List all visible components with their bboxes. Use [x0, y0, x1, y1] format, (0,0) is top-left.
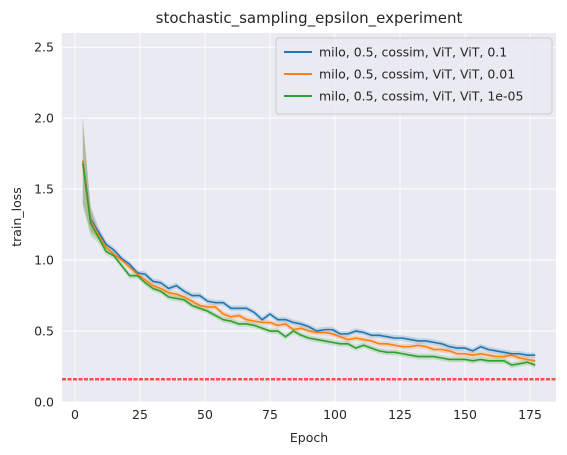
x-tick-label: 150	[453, 407, 477, 422]
series-lines	[82, 160, 536, 366]
legend-box	[275, 37, 553, 115]
legend-label: milo, 0.5, cossim, ViT, ViT, 0.01	[319, 67, 515, 82]
x-tick-label: 125	[388, 407, 412, 422]
x-tick-label: 75	[262, 407, 278, 422]
x-axis-label: Epoch	[290, 430, 328, 445]
x-tick-label: 50	[197, 407, 213, 422]
y-axis-label: train_loss	[9, 187, 24, 247]
x-tick-label: 175	[518, 407, 542, 422]
x-tick-labels: 0 25 50 75 100 125 150 175	[71, 407, 542, 422]
y-tick-label: 0.0	[34, 395, 54, 410]
series-line	[82, 160, 536, 356]
legend: milo, 0.5, cossim, ViT, ViT, 0.1 milo, 0.…	[275, 37, 553, 115]
x-tick-label: 100	[323, 407, 347, 422]
x-tick-label: 25	[132, 407, 148, 422]
y-tick-label: 2.0	[34, 111, 54, 126]
x-tick-label: 0	[71, 407, 79, 422]
y-tick-label: 0.5	[34, 324, 54, 339]
legend-label: milo, 0.5, cossim, ViT, ViT, 1e-05	[319, 89, 523, 104]
y-tick-label: 1.5	[34, 182, 54, 197]
y-tick-label: 1.0	[34, 253, 54, 268]
series-line	[82, 160, 536, 362]
y-tick-label: 2.5	[34, 40, 54, 55]
series-band	[82, 118, 536, 359]
chart-title: stochastic_sampling_epsilon_experiment	[156, 9, 463, 28]
y-tick-labels: 0.0 0.5 1.0 1.5 2.0 2.5	[34, 40, 54, 410]
series-band	[82, 118, 536, 364]
legend-label: milo, 0.5, cossim, ViT, ViT, 0.1	[319, 45, 507, 60]
series-line	[82, 163, 536, 366]
